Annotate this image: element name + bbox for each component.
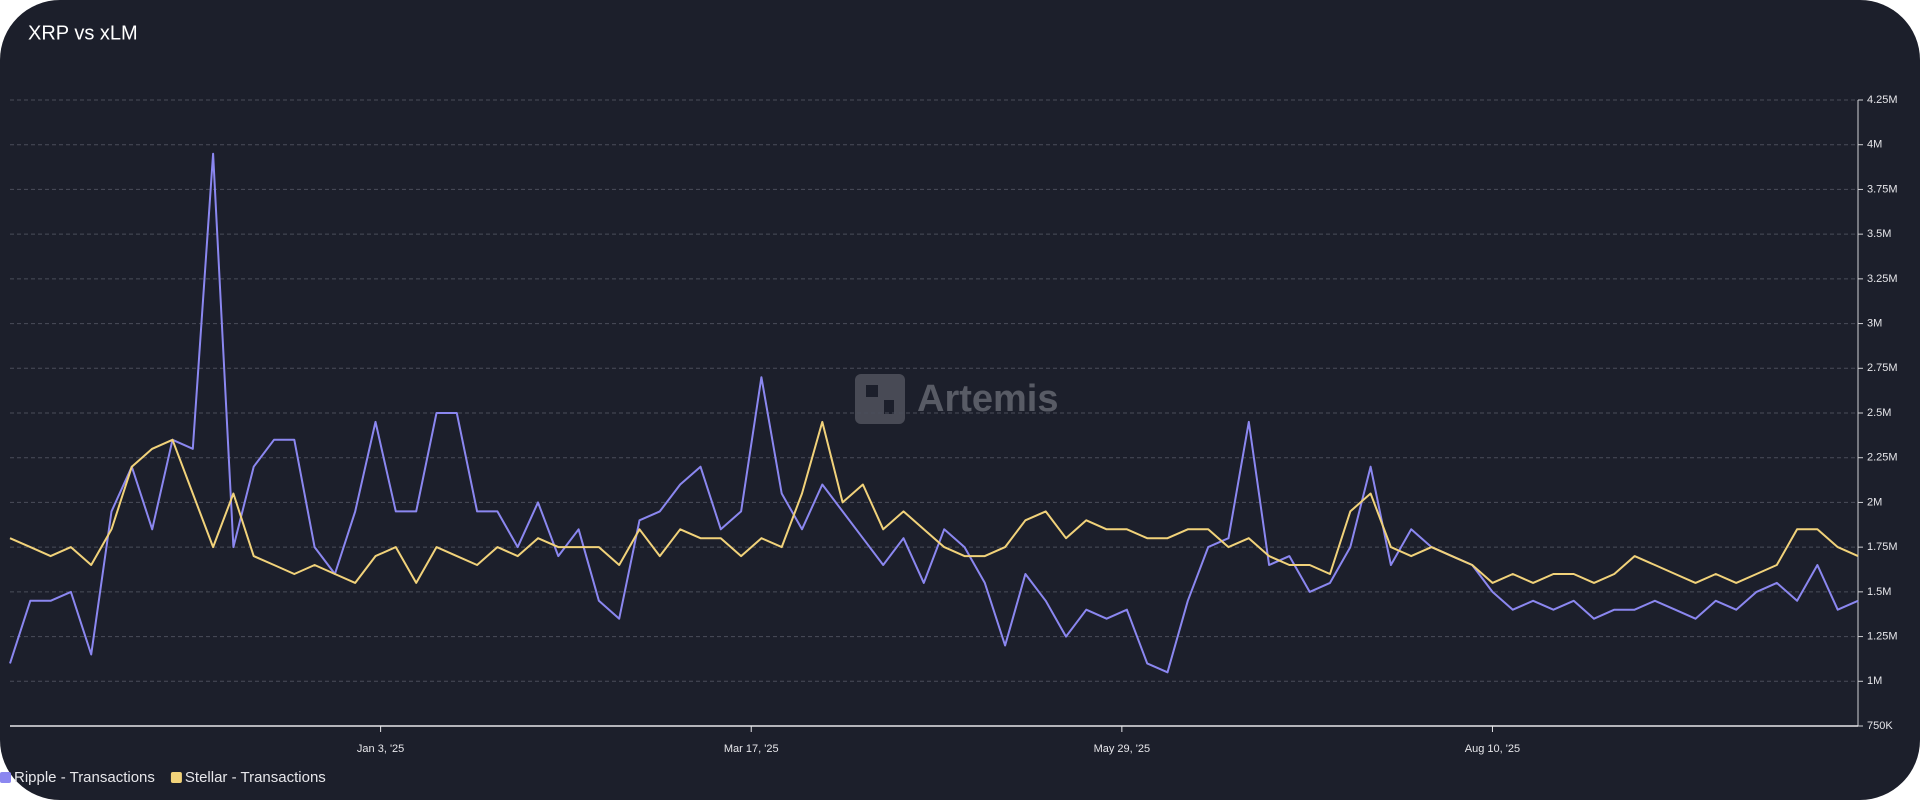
legend-label: Ripple - Transactions — [14, 769, 155, 786]
legend-marker — [170, 772, 182, 783]
y-tick-label: 3.5M — [1867, 228, 1891, 240]
y-tick-label: 1.25M — [1867, 630, 1898, 642]
y-tick-label: 2.75M — [1867, 362, 1898, 374]
y-tick-label: 750K — [1867, 720, 1893, 732]
x-tick-label: Mar 17, '25 — [724, 743, 779, 755]
y-tick-label: 4.25M — [1867, 94, 1898, 106]
watermark-logo-cut — [866, 385, 878, 397]
x-tick-label: Aug 10, '25 — [1465, 743, 1520, 755]
watermark-text: Artemis — [917, 378, 1059, 420]
series-line — [9, 152, 1859, 674]
y-tick-label: 2M — [1867, 496, 1882, 508]
y-tick-label: 4M — [1867, 139, 1882, 151]
y-tick-label: 1M — [1867, 675, 1882, 687]
legend-marker — [0, 772, 11, 783]
series-line — [9, 420, 1859, 584]
chart-title: XRP vs xLM — [28, 22, 138, 44]
watermark: Artemis — [855, 374, 1059, 424]
y-tick-label: 3.25M — [1867, 273, 1898, 285]
y-tick-label: 3.75M — [1867, 183, 1898, 195]
plot-area: 750K 1M 1.25M 1.5M 1.75M 2M 2.25M 2.5M 2.75M 3M 3.… — [9, 94, 1898, 755]
watermark-logo-cut — [884, 400, 894, 414]
y-tick-label: 1.75M — [1867, 541, 1898, 553]
watermark-logo — [855, 374, 905, 424]
x-tick-label: May 29, '25 — [1094, 743, 1151, 755]
y-tick-label: 2.5M — [1867, 407, 1891, 419]
y-tick-label: 1.5M — [1867, 586, 1891, 598]
y-tick-label: 3M — [1867, 317, 1882, 329]
legend-label: Stellar - Transactions — [185, 769, 326, 786]
y-tick-label: 2.25M — [1867, 452, 1898, 464]
x-tick-label: Jan 3, '25 — [357, 743, 404, 755]
